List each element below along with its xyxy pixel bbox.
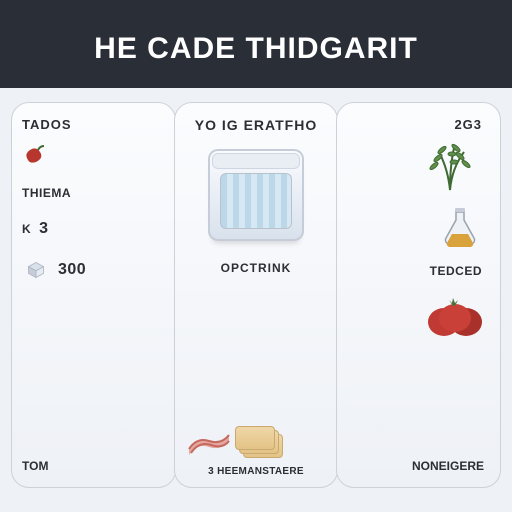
right-item-label: TEDCED <box>430 264 482 278</box>
right-item-flask <box>347 206 490 250</box>
appliance-caption: OPCTRINK <box>185 261 328 275</box>
left-item-label: 300 <box>58 261 86 279</box>
right-panel: 2G3 <box>336 102 501 488</box>
page-title: HE CADE THIDGARIT <box>0 0 512 88</box>
center-panel: YO IG ERATFHO OPCTRINK <box>174 102 339 488</box>
right-item-tedced: TEDCED <box>347 264 490 278</box>
left-panel: TADOS THIEMA K 3 <box>11 102 176 488</box>
left-item-label: K <box>22 222 31 236</box>
left-item-300: 300 <box>22 258 165 282</box>
bread-icon <box>237 424 285 460</box>
left-bottom-label: TOM <box>22 459 165 477</box>
right-bottom-label: NONEIGERE <box>347 459 490 477</box>
left-item-label: THIEMA <box>22 186 71 200</box>
left-panel-label: TADOS <box>22 117 165 132</box>
left-item-k3: K 3 <box>22 220 165 238</box>
right-item-tomatoes <box>347 292 490 340</box>
chili-icon <box>22 142 50 166</box>
right-items: TEDCED <box>347 140 490 340</box>
cube-icon <box>22 258 50 282</box>
left-item-value: 3 <box>39 220 48 238</box>
appliance-graphic <box>185 145 328 253</box>
center-panel-label: YO IG ERATFHO <box>185 117 328 133</box>
tomatoes-icon <box>420 292 490 340</box>
right-item-herbs <box>347 140 490 192</box>
left-item-thiema: THIEMA <box>22 186 165 200</box>
center-bottom-row <box>185 424 328 462</box>
panels-row: TADOS THIEMA K 3 <box>0 88 512 512</box>
bacon-icon <box>187 427 231 457</box>
left-items: THIEMA K 3 300 <box>22 142 165 282</box>
right-panel-label: 2G3 <box>347 117 490 132</box>
flask-icon <box>430 206 490 250</box>
herbs-icon <box>410 140 490 192</box>
center-bottom-label: 3 HEEMANSTAERE <box>185 466 328 477</box>
left-item-chili <box>22 142 165 166</box>
